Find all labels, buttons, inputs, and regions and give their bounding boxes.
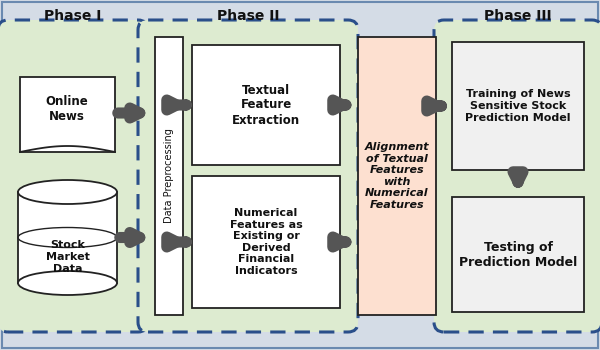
Text: Numerical
Features as
Existing or
Derived
Financial
Indicators: Numerical Features as Existing or Derive…	[230, 208, 302, 276]
Ellipse shape	[18, 271, 117, 295]
FancyBboxPatch shape	[434, 20, 600, 332]
Text: Online
News: Online News	[46, 95, 88, 123]
Bar	[192, 45, 340, 165]
FancyBboxPatch shape	[138, 20, 358, 332]
Bar	[452, 42, 584, 170]
Bar	[20, 77, 115, 152]
Bar	[155, 37, 183, 315]
Bar	[192, 176, 340, 308]
Bar	[18, 192, 117, 283]
Text: Stock
Market
Data: Stock Market Data	[46, 240, 89, 274]
Text: Phase III: Phase III	[484, 9, 552, 23]
Bar	[358, 37, 436, 315]
Text: Testing of
Prediction Model: Testing of Prediction Model	[459, 240, 577, 268]
Text: Phase I: Phase I	[44, 9, 101, 23]
Bar	[452, 197, 584, 312]
Text: Phase II: Phase II	[217, 9, 279, 23]
Text: Training of News
Sensitive Stock
Prediction Model: Training of News Sensitive Stock Predict…	[465, 89, 571, 122]
Text: Alignment
of Textual
Features
with
Numerical
Features: Alignment of Textual Features with Numer…	[365, 142, 430, 210]
Text: Data Preprocessing: Data Preprocessing	[164, 128, 174, 223]
Ellipse shape	[18, 180, 117, 204]
FancyBboxPatch shape	[0, 20, 148, 332]
Text: Textual
Feature
Extraction: Textual Feature Extraction	[232, 84, 300, 126]
